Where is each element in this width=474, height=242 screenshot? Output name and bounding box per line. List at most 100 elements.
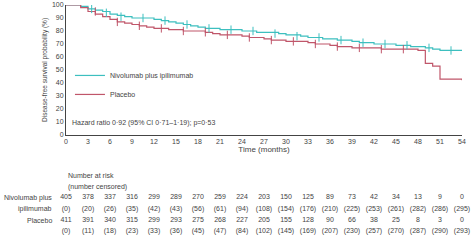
svg-text:0: 0 <box>60 131 64 138</box>
svg-text:9: 9 <box>130 138 134 145</box>
svg-text:(47): (47) <box>214 227 226 235</box>
svg-text:90: 90 <box>56 14 64 21</box>
svg-text:(94): (94) <box>236 205 248 213</box>
svg-text:(253): (253) <box>366 205 382 213</box>
svg-text:48: 48 <box>414 138 422 145</box>
svg-text:3: 3 <box>438 216 442 223</box>
svg-text:20: 20 <box>56 105 64 112</box>
svg-text:10: 10 <box>56 118 64 125</box>
svg-text:38: 38 <box>370 216 378 223</box>
svg-text:(18): (18) <box>104 227 116 235</box>
svg-text:21: 21 <box>216 138 224 145</box>
svg-text:(26): (26) <box>104 205 116 213</box>
svg-text:(43): (43) <box>170 205 182 213</box>
svg-text:(295): (295) <box>454 205 470 213</box>
svg-text:(0): (0) <box>62 227 71 235</box>
svg-text:45: 45 <box>392 138 400 145</box>
svg-text:54: 54 <box>458 138 466 145</box>
svg-text:150: 150 <box>280 194 292 201</box>
svg-text:6: 6 <box>108 138 112 145</box>
svg-text:0: 0 <box>64 138 68 145</box>
svg-text:30: 30 <box>56 92 64 99</box>
svg-text:25: 25 <box>392 216 400 223</box>
svg-text:(102): (102) <box>256 227 272 235</box>
svg-text:90: 90 <box>326 216 334 223</box>
svg-text:66: 66 <box>348 216 356 223</box>
svg-text:(169): (169) <box>300 227 316 235</box>
svg-text:(45): (45) <box>192 227 204 235</box>
svg-text:(293): (293) <box>454 227 470 235</box>
svg-text:70: 70 <box>56 40 64 47</box>
svg-text:(261): (261) <box>388 205 404 213</box>
svg-text:13: 13 <box>414 194 422 201</box>
svg-text:30: 30 <box>282 138 290 145</box>
svg-text:9: 9 <box>438 194 442 201</box>
svg-text:270: 270 <box>192 194 204 201</box>
svg-text:(56): (56) <box>192 205 204 213</box>
svg-text:(230): (230) <box>344 227 360 235</box>
svg-text:(number censored): (number censored) <box>68 183 127 191</box>
svg-text:(20): (20) <box>82 205 94 213</box>
svg-text:(84): (84) <box>236 227 248 235</box>
svg-text:259: 259 <box>214 194 226 201</box>
svg-text:Nivolumab plus ipilimumab: Nivolumab plus ipilimumab <box>110 72 193 80</box>
svg-text:340: 340 <box>104 216 116 223</box>
svg-text:40: 40 <box>56 79 64 86</box>
svg-text:(11): (11) <box>82 227 94 235</box>
svg-text:203: 203 <box>258 194 270 201</box>
svg-text:289: 289 <box>170 194 182 201</box>
svg-text:0: 0 <box>460 216 464 223</box>
svg-text:155: 155 <box>280 216 292 223</box>
svg-text:(145): (145) <box>278 227 294 235</box>
svg-text:42: 42 <box>370 194 378 201</box>
svg-text:27: 27 <box>260 138 268 145</box>
svg-text:(108): (108) <box>256 205 272 213</box>
svg-text:299: 299 <box>148 194 160 201</box>
svg-text:299: 299 <box>148 216 160 223</box>
svg-text:0: 0 <box>460 194 464 201</box>
svg-text:(282): (282) <box>410 205 426 213</box>
svg-text:(290): (290) <box>432 227 448 235</box>
svg-text:411: 411 <box>60 216 71 223</box>
svg-text:293: 293 <box>170 216 182 223</box>
svg-text:Placebo: Placebo <box>27 217 52 224</box>
svg-text:378: 378 <box>82 194 94 201</box>
svg-text:391: 391 <box>82 216 94 223</box>
svg-text:315: 315 <box>126 216 138 223</box>
svg-text:89: 89 <box>326 194 334 201</box>
svg-text:51: 51 <box>436 138 444 145</box>
svg-text:(33): (33) <box>148 227 160 235</box>
svg-text:(210): (210) <box>322 205 338 213</box>
svg-text:34: 34 <box>392 194 400 201</box>
svg-text:(207): (207) <box>322 227 338 235</box>
svg-text:50: 50 <box>56 66 64 73</box>
svg-text:15: 15 <box>172 138 180 145</box>
svg-text:Disease-free survival probabil: Disease-free survival probability (%) <box>41 18 49 122</box>
svg-text:24: 24 <box>238 138 246 145</box>
svg-text:(154): (154) <box>278 205 294 213</box>
svg-text:Hazard ratio 0·92 (95% CI 0·71: Hazard ratio 0·92 (95% CI 0·71–1·19); p=… <box>72 119 215 127</box>
svg-text:(61): (61) <box>214 205 226 213</box>
svg-text:100: 100 <box>52 1 64 8</box>
svg-text:128: 128 <box>302 216 314 223</box>
svg-text:(23): (23) <box>126 227 138 235</box>
svg-text:224: 224 <box>236 194 248 201</box>
svg-text:337: 337 <box>104 194 116 201</box>
svg-text:Time (months): Time (months) <box>238 145 290 154</box>
svg-text:8: 8 <box>416 216 420 223</box>
svg-text:39: 39 <box>348 138 356 145</box>
svg-text:(270): (270) <box>388 227 404 235</box>
svg-text:80: 80 <box>56 27 64 34</box>
svg-text:275: 275 <box>192 216 204 223</box>
svg-text:(286): (286) <box>432 205 448 213</box>
svg-text:268: 268 <box>214 216 226 223</box>
svg-text:405: 405 <box>60 194 72 201</box>
svg-text:42: 42 <box>370 138 378 145</box>
svg-text:316: 316 <box>126 194 138 201</box>
svg-text:Placebo: Placebo <box>110 91 135 98</box>
svg-text:33: 33 <box>304 138 312 145</box>
svg-text:(42): (42) <box>148 205 160 213</box>
svg-text:Nivolumab plus: Nivolumab plus <box>4 194 52 202</box>
svg-text:73: 73 <box>348 194 356 201</box>
svg-text:ipilimumab: ipilimumab <box>18 205 52 213</box>
